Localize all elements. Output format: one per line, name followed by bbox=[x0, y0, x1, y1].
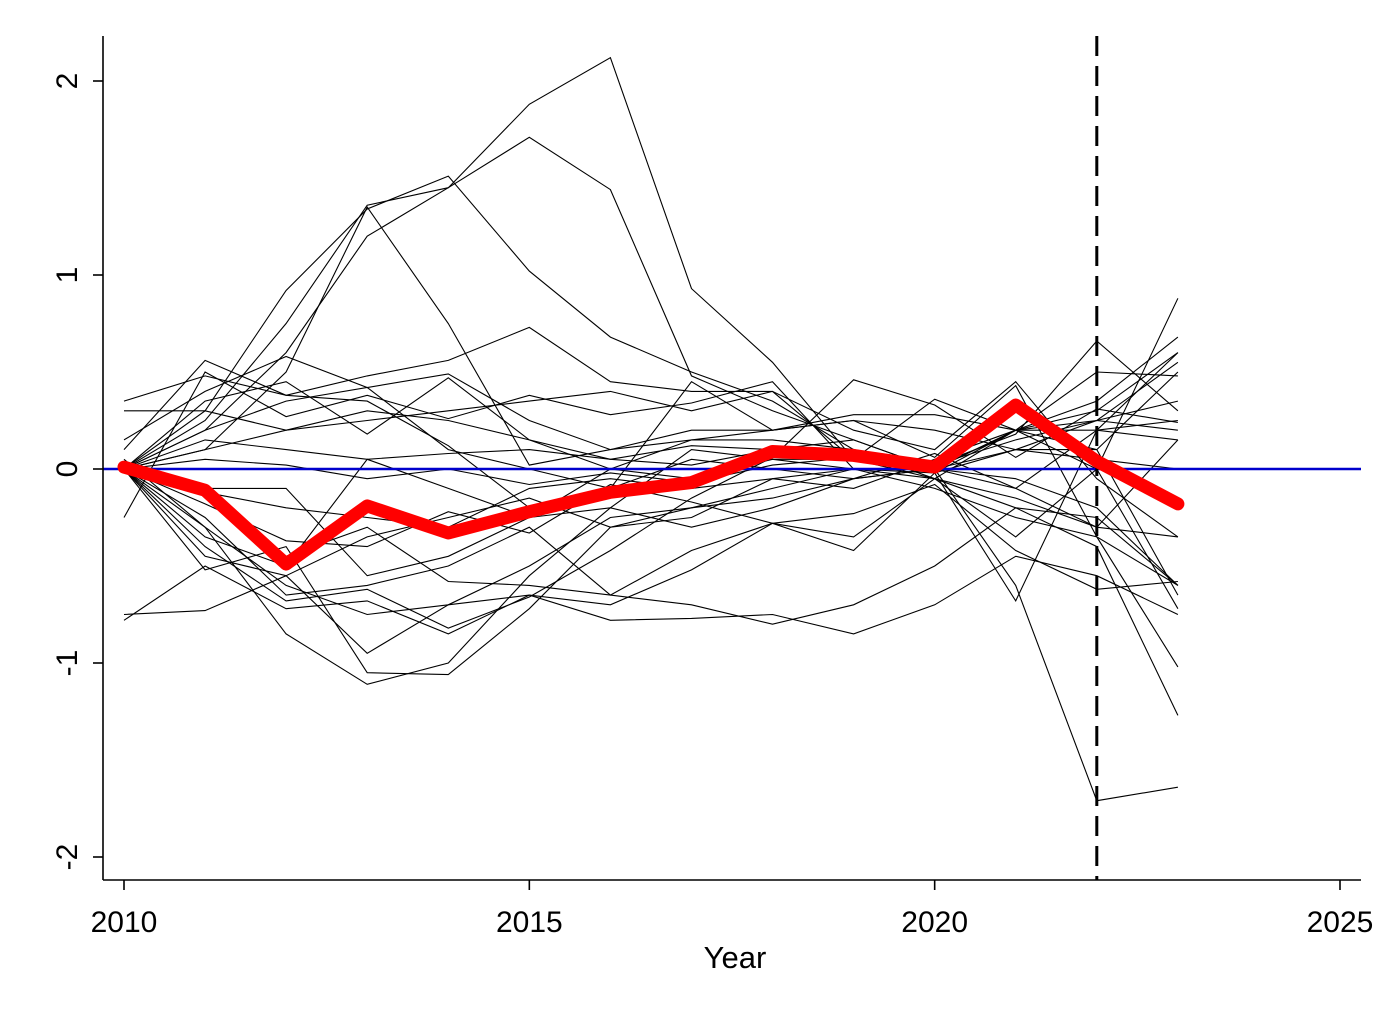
series-line-14 bbox=[123, 468, 1178, 802]
background-series-group bbox=[123, 56, 1179, 802]
x-tick-label-2020: 2020 bbox=[901, 906, 968, 939]
series-line-11 bbox=[123, 419, 1178, 470]
series-line-7 bbox=[123, 355, 1179, 609]
series-line-8 bbox=[123, 359, 1179, 509]
series-line-5 bbox=[123, 326, 1179, 460]
series-line-10 bbox=[123, 377, 1178, 489]
y-tick-label--1: -1 bbox=[51, 650, 84, 677]
reference-lines-group bbox=[103, 36, 1361, 880]
series-line-6 bbox=[124, 380, 1179, 538]
series-line-24 bbox=[123, 386, 1179, 528]
series-line-18 bbox=[123, 555, 1179, 654]
x-tick-label-2025: 2025 bbox=[1307, 906, 1374, 939]
series-line-17 bbox=[123, 419, 1178, 635]
x-tick-label-2015: 2015 bbox=[496, 906, 563, 939]
series-line-9 bbox=[123, 371, 1178, 538]
series-line-25 bbox=[123, 379, 1178, 629]
series-line-2 bbox=[123, 175, 1179, 470]
y-tick-label-2: 2 bbox=[51, 73, 84, 90]
y-tick-label--2: -2 bbox=[51, 844, 84, 871]
series-line-1 bbox=[123, 56, 1179, 480]
series-line-4 bbox=[123, 206, 1179, 586]
series-line-13 bbox=[123, 468, 1179, 668]
series-line-12 bbox=[123, 439, 1179, 586]
series-line-20 bbox=[123, 298, 1179, 596]
x-axis-title: Year bbox=[704, 940, 767, 975]
highlight-series-group bbox=[117, 398, 1185, 571]
series-line-26 bbox=[123, 449, 1178, 486]
series-line-3 bbox=[123, 136, 1179, 470]
y-tick-label-1: 1 bbox=[51, 267, 84, 284]
series-line-16 bbox=[123, 429, 1179, 685]
x-tick-label-2010: 2010 bbox=[91, 906, 158, 939]
axes-group: 2010 2015 2020 2025 -2 -1 0 1 2 bbox=[51, 36, 1373, 939]
y-tick-label-0: 0 bbox=[51, 461, 84, 478]
highlight-series-line bbox=[117, 398, 1185, 571]
